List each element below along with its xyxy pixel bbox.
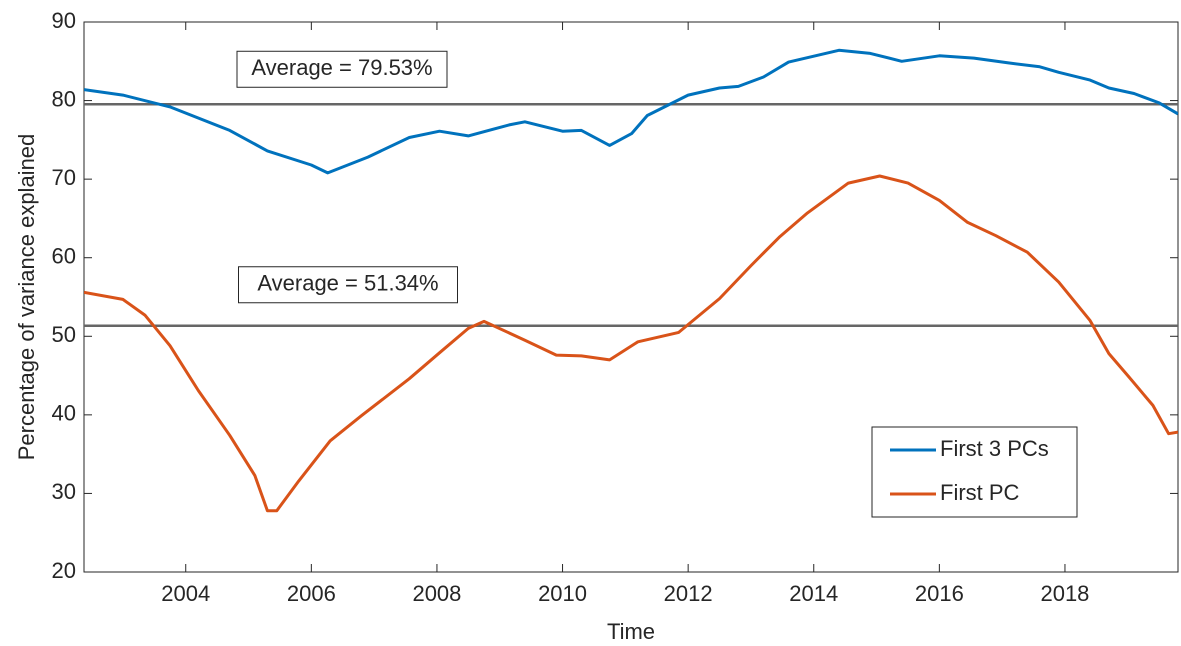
y-tick-label: 30 xyxy=(52,479,76,504)
y-tick-label: 70 xyxy=(52,165,76,190)
x-tick-label: 2018 xyxy=(1040,581,1089,606)
legend-label: First PC xyxy=(940,480,1020,505)
legend-label: First 3 PCs xyxy=(940,436,1049,461)
y-tick-label: 20 xyxy=(52,558,76,583)
y-tick-label: 60 xyxy=(52,244,76,269)
x-tick-label: 2006 xyxy=(287,581,336,606)
y-tick-label: 90 xyxy=(52,8,76,33)
y-tick-label: 40 xyxy=(52,401,76,426)
x-tick-label: 2010 xyxy=(538,581,587,606)
annotation: Average = 79.53% xyxy=(251,55,432,80)
y-tick-label: 80 xyxy=(52,86,76,111)
legend-box xyxy=(871,426,1078,518)
plot-lines xyxy=(84,48,1178,513)
x-tick-label: 2008 xyxy=(412,581,461,606)
x-axis-label: Time xyxy=(607,619,655,644)
series-line xyxy=(84,48,1178,175)
x-tick-label: 2012 xyxy=(664,581,713,606)
y-tick-label: 50 xyxy=(52,322,76,347)
x-tick-label: 2004 xyxy=(161,581,210,606)
x-tick-label: 2014 xyxy=(789,581,838,606)
annotation-box xyxy=(236,50,448,88)
y-axis-label: Percentage of variance explained xyxy=(14,134,39,461)
annotation-box xyxy=(238,266,458,304)
annotation: Average = 51.34% xyxy=(257,271,438,296)
x-tick-label: 2016 xyxy=(915,581,964,606)
series-line xyxy=(84,174,1178,513)
